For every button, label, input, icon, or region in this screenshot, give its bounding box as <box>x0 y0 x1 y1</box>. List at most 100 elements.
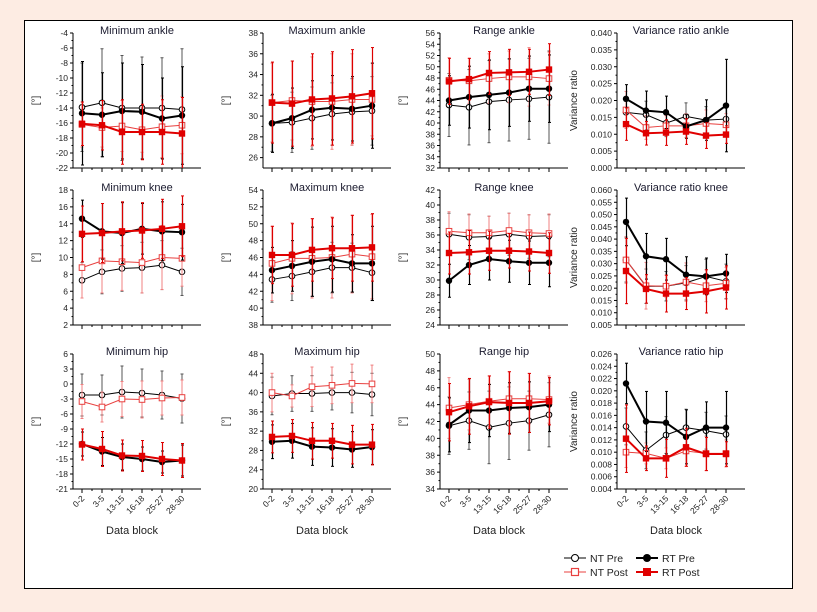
series-nt-pre <box>622 407 730 470</box>
y-tick-label: 0.055 <box>591 197 613 207</box>
y-tick-label: 0.010 <box>591 447 613 457</box>
y-axis-label: Variance ratio <box>569 391 580 452</box>
panel-maximum-ankle: Maximum ankle 26 28 30 32 34 36 38 [°] <box>221 25 391 172</box>
series-line <box>81 124 183 131</box>
series-line <box>81 109 183 120</box>
y-tick-label: 26 <box>249 153 259 163</box>
y-tick-label: 40 <box>249 303 259 313</box>
series-line <box>448 403 550 426</box>
data-point <box>98 445 106 453</box>
y-axis-label: [°] <box>398 96 409 106</box>
series-line <box>448 229 550 234</box>
data-point <box>525 248 533 255</box>
data-point <box>78 230 86 238</box>
data-point <box>368 90 376 97</box>
panel-title: Range ankle <box>473 25 535 37</box>
series-line <box>625 97 727 128</box>
data-point <box>525 68 533 76</box>
y-tick-label: 0.014 <box>591 423 613 433</box>
y-tick-label: 0.015 <box>591 112 613 122</box>
y-tick-label: 42 <box>426 107 436 117</box>
y-tick-label: 0.025 <box>591 79 613 89</box>
y-tick-label: 6 <box>63 349 68 359</box>
x-tick-label: 28-30 <box>708 493 731 516</box>
y-tick-label: 20 <box>249 484 259 494</box>
y-tick-label: 0.025 <box>591 271 613 281</box>
data-point <box>178 394 186 401</box>
series-rt-post <box>445 230 553 275</box>
y-tick-label: 0.008 <box>591 459 613 469</box>
data-point <box>642 285 650 293</box>
y-axis-label: [°] <box>31 417 42 427</box>
data-point <box>268 251 276 259</box>
y-tick-label: 0.030 <box>591 259 613 269</box>
series-nt-post <box>78 379 186 423</box>
y-tick-label: 40 <box>426 200 436 210</box>
data-point <box>702 132 710 139</box>
series-line <box>81 225 183 235</box>
data-point <box>465 249 473 256</box>
y-tick-label: 0 <box>63 379 68 389</box>
legend-item-nt-post: NT Post <box>564 567 628 579</box>
panel-range-knee: Range knee 24 26 28 30 32 34 36 38 40 42 [°] <box>398 182 568 330</box>
y-axis-label: [°] <box>221 417 232 427</box>
data-point <box>722 450 730 458</box>
legend-marker <box>643 554 651 562</box>
series-line <box>625 109 727 129</box>
data-point <box>722 424 730 431</box>
legend-marker <box>643 568 651 576</box>
series-rt-post <box>622 237 730 314</box>
data-point <box>158 128 166 136</box>
series-rt-post <box>78 195 186 264</box>
series-line <box>448 233 550 238</box>
y-tick-label: 12 <box>59 236 69 246</box>
series-rt-pre <box>445 237 553 298</box>
data-point <box>288 392 296 400</box>
data-point <box>722 131 730 138</box>
data-point <box>98 403 106 411</box>
data-point <box>662 455 670 462</box>
series-rt-pre <box>78 431 186 477</box>
data-point <box>702 116 710 124</box>
legend-item-rt-pre: RT Pre <box>636 553 695 565</box>
data-point <box>485 247 493 254</box>
series-rt-pre <box>622 197 730 296</box>
panel-title: Minimum knee <box>101 182 173 194</box>
x-tick-label: 28-30 <box>531 493 554 516</box>
y-tick-label: 32 <box>249 426 259 436</box>
panel-minimum-hip: Minimum hip -21 -18 -15 -12 -9 -6 -3 0 3 6 0-2 3-513… <box>31 346 201 537</box>
series-rt-pre <box>445 377 553 453</box>
series-line <box>82 391 183 399</box>
series-rt-post <box>445 43 553 105</box>
y-tick-label: 42 <box>249 286 259 296</box>
x-tick-label: 0-2 <box>71 493 87 509</box>
y-tick-label: 44 <box>426 96 436 106</box>
series-line <box>271 434 372 446</box>
data-point <box>308 246 316 254</box>
data-point <box>118 128 126 136</box>
panel-title: Range knee <box>474 182 533 194</box>
data-point <box>445 409 453 416</box>
series-line <box>625 221 727 278</box>
data-point <box>642 130 650 137</box>
y-tick-label: 38 <box>249 28 259 38</box>
y-tick-label: 40 <box>426 433 436 443</box>
x-tick-label: 25-27 <box>334 493 357 516</box>
x-tick-label: 3-5 <box>281 493 297 509</box>
data-point <box>545 249 553 257</box>
x-tick-label: 16-18 <box>314 493 337 516</box>
data-point <box>622 435 630 442</box>
y-tick-label: -9 <box>60 424 68 434</box>
y-tick-label: -12 <box>56 88 69 98</box>
data-point <box>288 100 296 107</box>
y-tick-label: 0.016 <box>591 410 613 420</box>
panel-maximum-knee: Maximum knee 38 40 42 44 46 48 50 52 54 [°] <box>221 182 391 330</box>
y-tick-label: 0.015 <box>591 295 613 305</box>
series-line <box>448 414 550 428</box>
data-point <box>545 66 553 73</box>
series-line <box>81 397 183 408</box>
y-tick-label: 46 <box>249 253 259 263</box>
y-tick-label: 30 <box>426 275 436 285</box>
y-tick-label: 4 <box>63 303 68 313</box>
data-point <box>178 457 186 464</box>
